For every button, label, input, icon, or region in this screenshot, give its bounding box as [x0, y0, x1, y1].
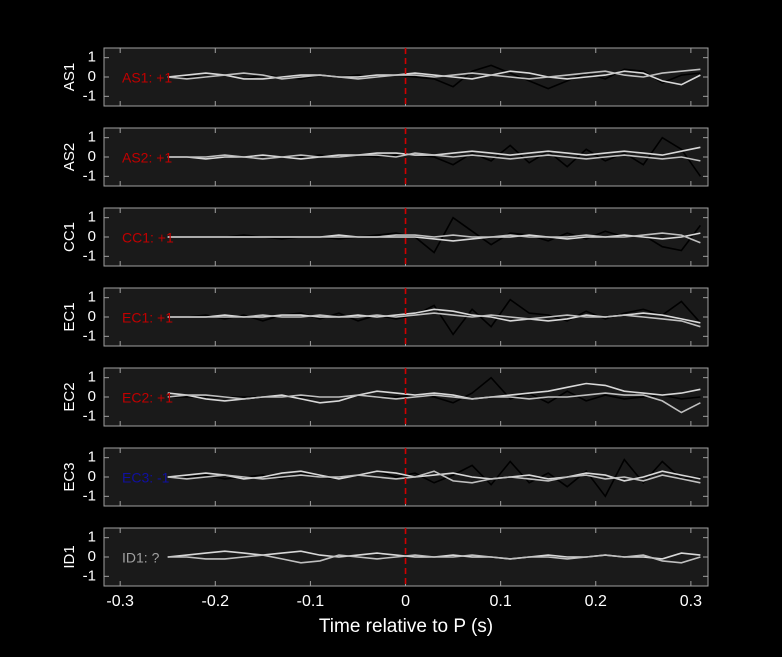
y-tick-label: -1	[83, 567, 96, 584]
y-tick-label: -1	[83, 487, 96, 504]
y-tick-label: 0	[88, 68, 96, 85]
x-tick-label: 0.1	[490, 593, 512, 610]
y-tick-label: -1	[83, 407, 96, 424]
y-tick-label: 0	[88, 468, 96, 485]
x-axis-label: Time relative to P (s)	[319, 616, 493, 637]
y-tick-label: 1	[88, 209, 96, 226]
x-tick-label: -0.2	[201, 593, 229, 610]
y-axis-label: AS2	[61, 143, 78, 171]
trace	[167, 470, 701, 484]
y-tick-label: 0	[88, 388, 96, 405]
y-tick-label: 0	[88, 228, 96, 245]
polarity-label: CC1: +1	[122, 230, 174, 246]
trace	[167, 232, 701, 244]
y-tick-label: 0	[88, 148, 96, 165]
polarity-label: EC3: -1	[122, 470, 170, 486]
polarity-label: EC1: +1	[122, 310, 173, 326]
x-tick-label: 0.2	[585, 593, 607, 610]
y-axis-label: EC1	[61, 302, 78, 331]
y-tick-label: 1	[88, 529, 96, 546]
y-tick-label: -1	[83, 247, 96, 264]
trace	[167, 458, 701, 498]
x-tick-label: 0.3	[680, 593, 702, 610]
x-tick-label: 0	[401, 593, 410, 610]
x-tick-label: -0.1	[297, 593, 325, 610]
y-tick-label: 0	[88, 548, 96, 565]
y-tick-label: 1	[88, 49, 96, 66]
trace	[167, 70, 701, 86]
y-axis-label: AS1	[61, 63, 78, 91]
polarity-label: AS2: +1	[122, 150, 172, 166]
y-tick-label: 0	[88, 308, 96, 325]
y-axis-label: EC2	[61, 382, 78, 411]
y-tick-label: 1	[88, 449, 96, 466]
trace	[167, 64, 701, 90]
polarity-label: EC2: +1	[122, 390, 173, 406]
y-axis-label: CC1	[61, 222, 78, 252]
polarity-label: AS1: +1	[122, 70, 172, 86]
y-tick-label: 1	[88, 369, 96, 386]
y-tick-label: 1	[88, 129, 96, 146]
y-tick-label: -1	[83, 327, 96, 344]
trace	[167, 392, 701, 414]
trace	[167, 68, 701, 80]
polarity-label: ID1: ?	[122, 550, 160, 566]
y-tick-label: 1	[88, 289, 96, 306]
trace	[167, 152, 701, 162]
y-tick-label: -1	[83, 87, 96, 104]
x-tick-label: -0.3	[106, 593, 134, 610]
trace	[167, 554, 701, 564]
y-axis-label: ID1	[61, 545, 78, 568]
trace	[167, 312, 701, 328]
y-axis-label: EC3	[61, 462, 78, 491]
y-tick-label: -1	[83, 167, 96, 184]
